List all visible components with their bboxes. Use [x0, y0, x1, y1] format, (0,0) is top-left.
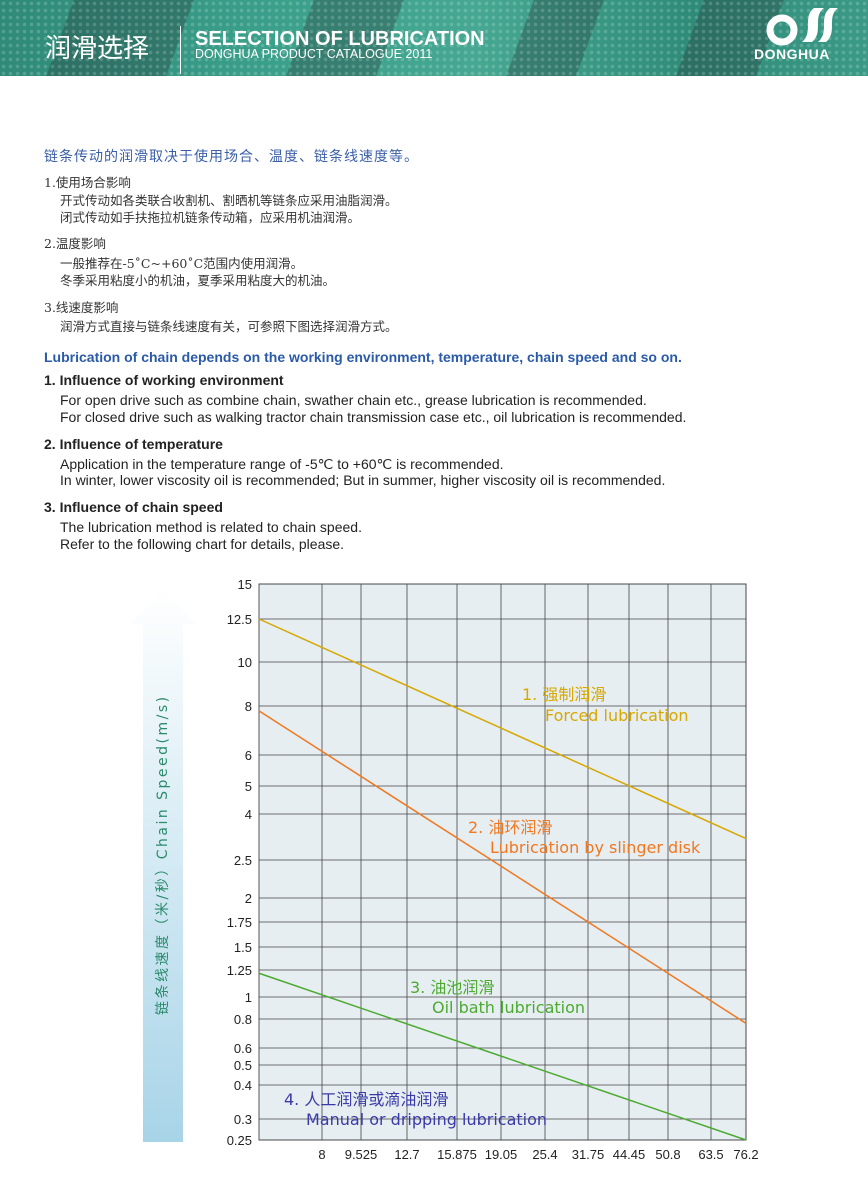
header-divider: [180, 26, 181, 74]
plot-area: [258, 583, 747, 1141]
header-subtitle: DONGHUA PRODUCT CATALOGUE 2011: [195, 47, 433, 61]
y-tick-label: 0.8: [234, 1012, 252, 1027]
y-tick-label: 0.25: [227, 1133, 252, 1148]
logo-text: DONGHUA: [754, 46, 830, 62]
x-tick-label: 31.75: [572, 1147, 605, 1162]
cn-heading-2: 2.温度影响: [44, 236, 106, 251]
x-tick-label: 15.875: [437, 1147, 477, 1162]
x-tick-label: 12.7: [394, 1147, 419, 1162]
x-tick-label: 44.45: [613, 1147, 646, 1162]
en-line: In winter, lower viscosity oil is recomm…: [60, 472, 666, 488]
en-line: Refer to the following chart for details…: [60, 536, 345, 552]
y-tick-label: 10: [238, 655, 252, 670]
series-label-en: Forced lubrication: [545, 706, 689, 725]
y-tick-label: 0.6: [234, 1041, 252, 1056]
y-tick-label: 2.5: [234, 853, 252, 868]
cn-line: 冬季采用粘度小的机油，夏季采用粘度大的机油。: [60, 273, 336, 288]
y-tick-label: 1.75: [227, 915, 252, 930]
cn-heading-1: 1.使用场合影响: [44, 175, 131, 190]
x-tick-label: 9.525: [345, 1147, 378, 1162]
x-tick-label: 76.2: [733, 1147, 758, 1162]
y-tick-label: 0.3: [234, 1112, 252, 1127]
en-line: The lubrication method is related to cha…: [60, 519, 362, 535]
x-tick-label: 63.5: [698, 1147, 723, 1162]
cn-line: 开式传动如各类联合收割机、割晒机等链条应采用油脂润滑。: [60, 193, 398, 208]
page-header: 润滑选择 SELECTION OF LUBRICATION DONGHUA PR…: [0, 0, 868, 76]
y-tick-label: 5: [245, 779, 252, 794]
series-label-en: Manual or dripping lubrication: [306, 1110, 547, 1129]
x-tick-label: 8: [318, 1147, 325, 1162]
y-tick-label: 8: [245, 699, 252, 714]
header-title-en: SELECTION OF LUBRICATION: [195, 28, 485, 50]
y-axis-arrow-icon: [130, 588, 196, 1142]
cn-lead: 链条传动的润滑取决于使用场合、温度、链条线速度等。: [44, 149, 419, 165]
series-line-1: [258, 618, 747, 840]
en-line: For open drive such as combine chain, sw…: [60, 392, 647, 408]
series-line-3: [258, 972, 747, 1141]
cn-line: 闭式传动如手扶拖拉机链条传动箱，应采用机油润滑。: [60, 210, 361, 225]
en-line: Application in the temperature range of …: [60, 456, 504, 472]
donghua-logo-icon: [766, 8, 838, 46]
y-tick-label: 1.25: [227, 963, 252, 978]
series-label-cn: 1. 强制润滑: [522, 685, 606, 704]
en-lead: Lubrication of chain depends on the work…: [44, 349, 682, 365]
y-tick-label: 1: [245, 990, 252, 1005]
y-tick-label: 1.5: [234, 940, 252, 955]
en-heading-2: 2. Influence of temperature: [44, 436, 223, 452]
header-title-cn: 润滑选择: [45, 34, 150, 64]
series-line-2: [258, 710, 747, 1024]
series-label-en: Lubrication by slinger disk: [490, 838, 701, 857]
y-tick-label: 6: [245, 748, 252, 763]
series-label-cn: 3. 油池润滑: [410, 978, 494, 997]
en-heading-3: 3. Influence of chain speed: [44, 499, 223, 515]
x-tick-label: 25.4: [532, 1147, 557, 1162]
cn-line: 润滑方式直接与链条线速度有关，可参照下图选择润滑方式。: [60, 319, 398, 334]
y-tick-label: 12.5: [227, 612, 252, 627]
y-tick-label: 0.5: [234, 1058, 252, 1073]
y-tick-label: 2: [245, 891, 252, 906]
series-label-cn: 2. 油环润滑: [468, 818, 552, 837]
y-tick-label: 15: [238, 577, 252, 592]
y-tick-label: 0.4: [234, 1078, 252, 1093]
series-label-en: Oil bath lubrication: [432, 998, 585, 1017]
en-line: For closed drive such as walking tractor…: [60, 409, 687, 425]
cn-heading-3: 3.线速度影响: [44, 300, 119, 315]
series-label-cn: 4. 人工润滑或滴油润滑: [284, 1090, 448, 1109]
en-heading-1: 1. Influence of working environment: [44, 372, 284, 388]
x-tick-label: 50.8: [655, 1147, 680, 1162]
x-tick-label: 19.05: [485, 1147, 518, 1162]
cn-line: 一般推荐在-5˚C~+60˚C范围内使用润滑。: [60, 256, 304, 271]
y-tick-label: 4: [245, 807, 252, 822]
